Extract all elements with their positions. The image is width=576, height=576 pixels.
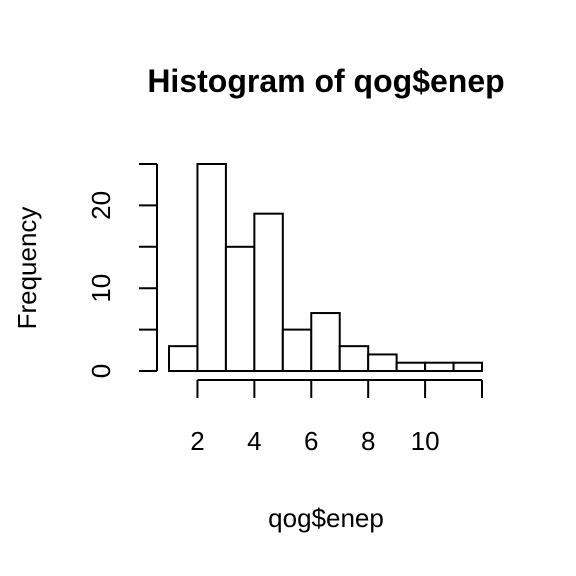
y-tick-label: 10	[86, 274, 116, 303]
histogram-bar-3	[253, 212, 284, 372]
y-axis: 0 10 20	[86, 163, 158, 378]
histogram-bar-4	[281, 328, 313, 373]
histogram-bar-9	[424, 361, 455, 373]
bars-group	[168, 163, 483, 373]
histogram-bar-0	[168, 345, 199, 373]
x-tick-label: 10	[411, 426, 440, 456]
x-tick-label: 4	[247, 426, 261, 456]
y-tick-label: 20	[86, 191, 116, 220]
histogram-bar-8	[395, 361, 427, 373]
histogram-bar-1	[196, 163, 227, 372]
histogram-bar-7	[367, 353, 398, 373]
y-axis-label: Frequency	[12, 207, 42, 330]
histogram-bar-6	[338, 345, 370, 373]
y-tick-label: 0	[86, 364, 116, 378]
x-axis: 2 4 6 8 10	[190, 379, 483, 456]
x-tick-label: 2	[190, 426, 204, 456]
x-tick-label: 8	[361, 426, 375, 456]
x-axis-label: qog$enep	[268, 503, 384, 533]
histogram-bar-5	[310, 312, 341, 373]
x-tick-label: 6	[304, 426, 318, 456]
histogram-bar-2	[224, 245, 256, 372]
histogram-bar-10	[452, 361, 483, 373]
chart-title: Histogram of qog$enep	[147, 63, 504, 99]
